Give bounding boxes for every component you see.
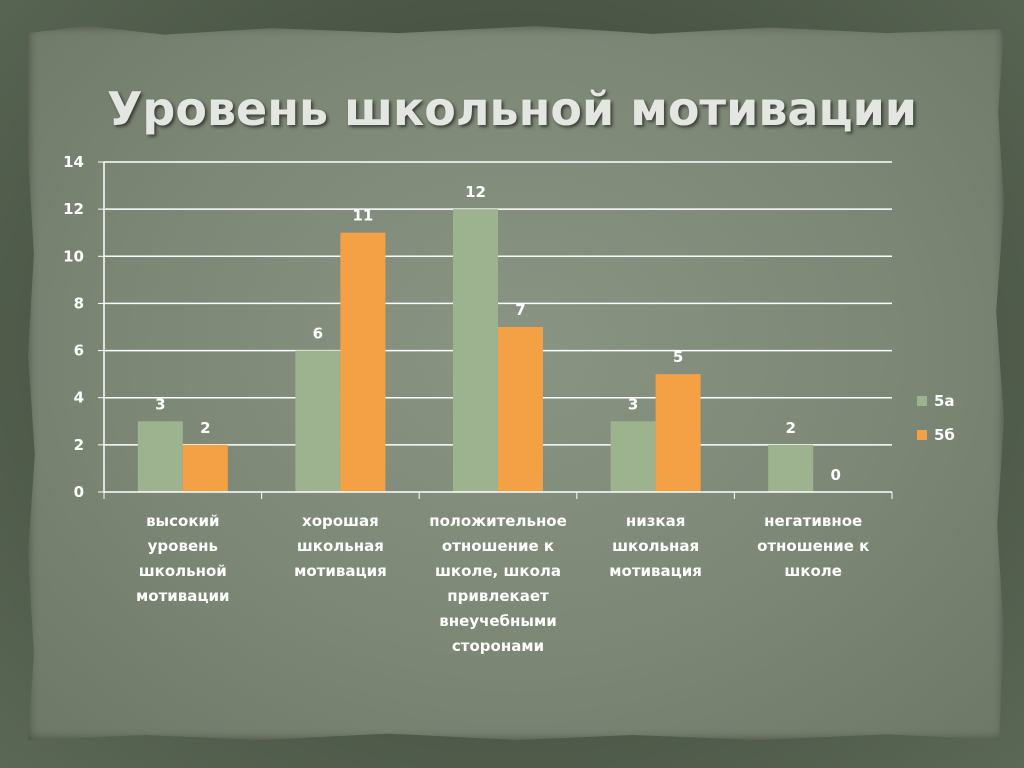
x-category-label-line: школе, школа [434, 562, 562, 580]
data-label: 6 [313, 325, 323, 343]
bar-series-1 [453, 209, 498, 492]
bar-series-2 [655, 374, 701, 492]
y-tick-label: 0 [74, 483, 84, 501]
y-tick-label: 4 [74, 389, 84, 407]
legend-item: 5б [917, 418, 955, 452]
bar-series-1 [768, 444, 814, 492]
y-tick-label: 12 [63, 200, 84, 218]
y-tick-label: 10 [63, 247, 84, 265]
bar-series-1 [610, 421, 656, 492]
bar-series-2 [182, 444, 228, 492]
x-category-label-line: школьной [138, 562, 227, 580]
x-category-label-line: мотивация [609, 562, 702, 580]
legend: 5а 5б [917, 384, 955, 452]
data-label: 0 [830, 466, 840, 484]
data-label: 7 [515, 301, 525, 319]
data-label: 12 [465, 183, 486, 201]
legend-swatch [917, 396, 927, 406]
x-category-label-line: высокий [146, 512, 220, 530]
bar-series-1 [295, 350, 341, 492]
x-category-label: положительное отношение к школе, школа прив… [418, 509, 578, 659]
x-category-label-line: положительное [429, 512, 567, 530]
data-label: 2 [200, 419, 210, 437]
bar-series-2 [340, 232, 386, 492]
legend-swatch [917, 430, 927, 440]
x-category-label-line: внеучебными [439, 612, 557, 630]
x-category-label-line: мотивации [136, 587, 230, 605]
bar-series-2 [498, 327, 543, 492]
x-category-label-line: школьная [612, 537, 700, 555]
x-category-label: высокий уровень школьной мотивации [103, 509, 263, 609]
legend-label: 5а [934, 392, 955, 410]
x-category-label-line: низкая [625, 512, 686, 530]
y-tick-label: 14 [63, 153, 84, 171]
x-category-label-line: сторонами [451, 637, 545, 655]
x-category-label-line: школе [784, 562, 842, 580]
data-label: 3 [628, 395, 638, 413]
x-category-label-line: школьная [296, 537, 384, 555]
x-category-label-line: отношение к [441, 537, 555, 555]
x-category-label-line: отношение к [757, 537, 870, 555]
legend-label: 5б [934, 426, 955, 444]
data-label: 3 [155, 395, 165, 413]
x-category-label-line: привлекает [447, 587, 549, 605]
data-label: 5 [673, 348, 683, 366]
x-category-label: хорошая школьная мотивация [260, 509, 420, 584]
x-category-label-line: негативное [764, 512, 863, 530]
y-tick-label: 8 [74, 294, 84, 312]
data-label: 2 [785, 419, 795, 437]
y-tick-label: 2 [74, 436, 84, 454]
chart-title: Уровень школьной мотивации [106, 82, 918, 136]
data-label: 11 [352, 207, 373, 225]
legend-item: 5а [917, 384, 955, 418]
x-category-label-line: мотивация [294, 562, 387, 580]
x-category-label: низкая школьная мотивация [576, 509, 736, 584]
x-category-label-line: уровень [147, 537, 218, 555]
bar-series-1 [137, 421, 183, 492]
x-category-label: негативное отношение к школе [733, 509, 893, 584]
x-category-label-line: хорошая [302, 512, 379, 530]
y-tick-label: 6 [74, 342, 84, 360]
